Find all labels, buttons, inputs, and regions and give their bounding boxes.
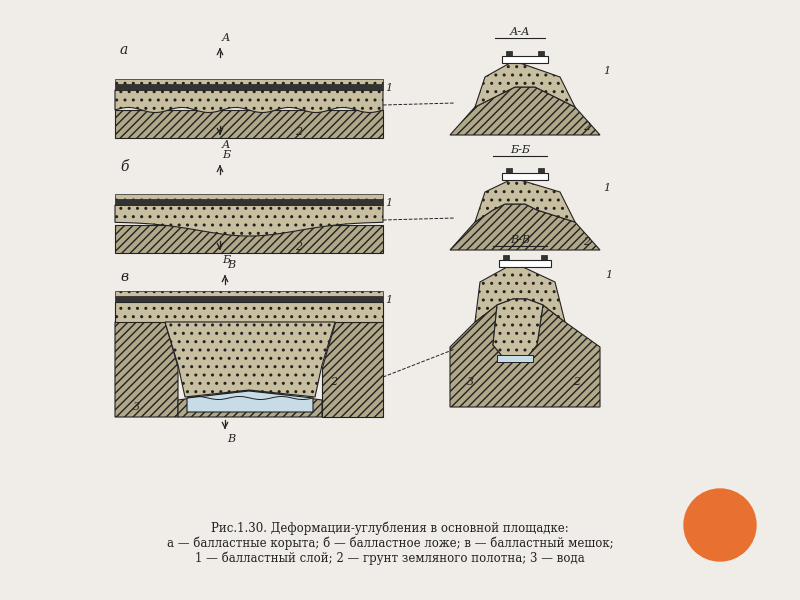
Bar <box>115 199 383 205</box>
Bar <box>115 296 383 302</box>
Polygon shape <box>475 63 575 107</box>
Bar <box>115 194 383 199</box>
Bar <box>506 168 512 173</box>
Text: А: А <box>222 140 230 150</box>
Bar <box>115 291 383 296</box>
Polygon shape <box>450 87 600 135</box>
Polygon shape <box>450 204 600 250</box>
Text: 2: 2 <box>583 122 590 132</box>
Polygon shape <box>322 322 383 417</box>
Bar <box>115 110 383 138</box>
Text: В: В <box>227 260 235 270</box>
Text: Б: Б <box>222 150 230 160</box>
Polygon shape <box>475 267 565 322</box>
Polygon shape <box>115 302 383 322</box>
Polygon shape <box>493 299 543 362</box>
Bar <box>541 255 547 260</box>
Polygon shape <box>165 322 335 397</box>
Text: 2: 2 <box>583 237 590 247</box>
Bar <box>538 168 544 173</box>
Bar <box>115 225 383 253</box>
Text: 3: 3 <box>133 402 140 412</box>
Text: 2: 2 <box>295 127 302 137</box>
Text: 1: 1 <box>385 295 392 305</box>
Text: 1: 1 <box>603 66 610 76</box>
Text: 1: 1 <box>385 198 392 208</box>
Text: 2: 2 <box>330 377 337 387</box>
Bar <box>499 260 551 267</box>
Text: 2: 2 <box>573 377 580 387</box>
Polygon shape <box>450 299 600 407</box>
Bar <box>503 255 509 260</box>
Text: А: А <box>222 33 230 43</box>
Text: 1 — балластный слой; 2 — грунт земляного полотна; 3 — вода: 1 — балластный слой; 2 — грунт земляного… <box>195 551 585 565</box>
Polygon shape <box>475 180 575 222</box>
Bar <box>538 51 544 56</box>
Text: Б-Б: Б-Б <box>510 145 530 155</box>
Bar <box>502 173 548 180</box>
Polygon shape <box>115 205 383 236</box>
Polygon shape <box>115 322 178 417</box>
Bar <box>115 79 383 84</box>
Text: 3: 3 <box>467 377 474 387</box>
Bar <box>502 56 548 63</box>
Bar <box>506 51 512 56</box>
Text: А-А: А-А <box>510 27 530 37</box>
Text: а — балластные корыта; б — балластное ложе; в — балластный мешок;: а — балластные корыта; б — балластное ло… <box>166 536 614 550</box>
Polygon shape <box>115 90 383 112</box>
Text: В: В <box>227 434 235 444</box>
Text: 1: 1 <box>385 83 392 93</box>
Text: 2: 2 <box>295 242 302 252</box>
Text: в: в <box>120 270 128 284</box>
Polygon shape <box>493 299 543 362</box>
Text: Рис.1.30. Деформации-углубления в основной площадке:: Рис.1.30. Деформации-углубления в основн… <box>211 521 569 535</box>
Polygon shape <box>187 391 313 412</box>
Text: Б: Б <box>222 255 230 265</box>
Text: б: б <box>120 160 129 174</box>
Polygon shape <box>497 355 533 362</box>
Bar <box>115 84 383 90</box>
Text: В-В: В-В <box>510 235 530 245</box>
Circle shape <box>684 489 756 561</box>
Polygon shape <box>178 390 322 417</box>
Text: 1: 1 <box>603 183 610 193</box>
Text: а: а <box>120 43 128 57</box>
Text: 1: 1 <box>605 270 612 280</box>
